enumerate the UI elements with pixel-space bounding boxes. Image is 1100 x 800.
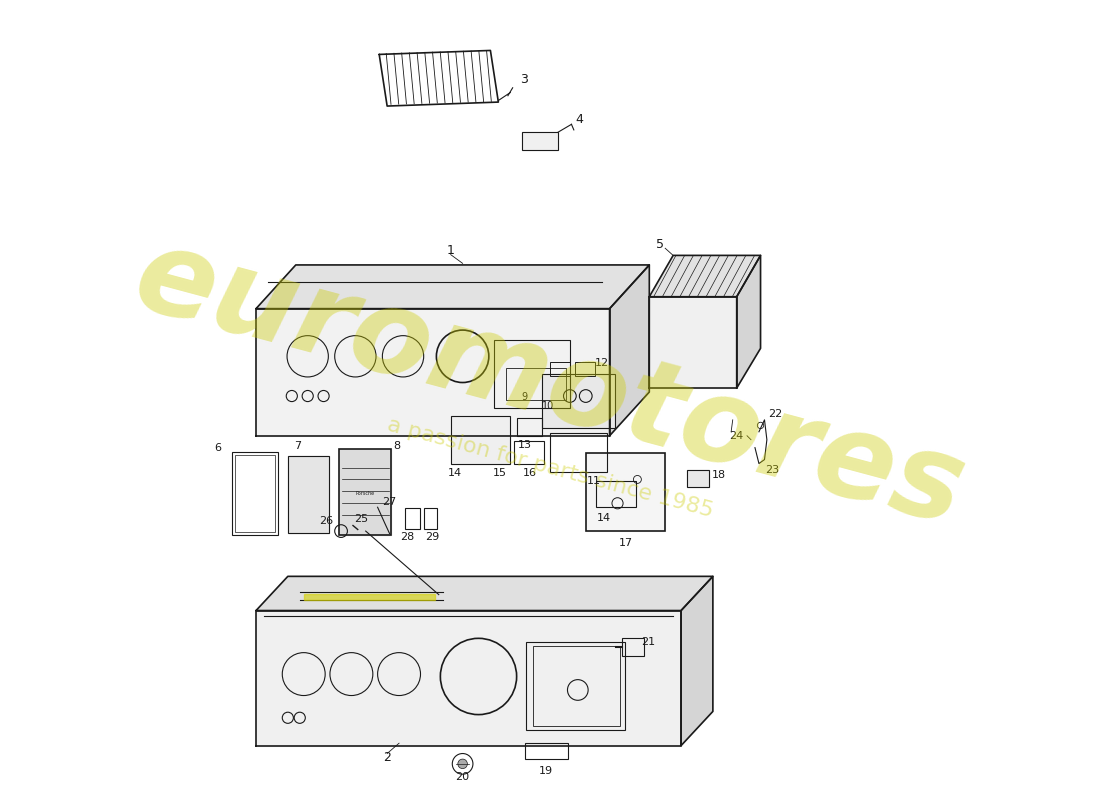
Text: 26: 26: [319, 516, 333, 526]
Text: 10: 10: [541, 401, 553, 410]
Bar: [575, 362, 595, 376]
Polygon shape: [379, 50, 498, 106]
Polygon shape: [256, 610, 681, 746]
Bar: [425, 508, 437, 529]
Text: 15: 15: [493, 468, 507, 478]
Text: 5: 5: [656, 238, 663, 250]
Text: 23: 23: [766, 465, 780, 475]
Text: 3: 3: [520, 74, 528, 86]
Bar: [517, 418, 542, 436]
Bar: [235, 455, 275, 532]
Polygon shape: [256, 265, 649, 309]
Bar: [686, 470, 708, 487]
Polygon shape: [686, 470, 708, 487]
Bar: [621, 638, 643, 656]
Text: 20: 20: [455, 771, 470, 782]
Polygon shape: [649, 297, 737, 388]
Text: 6: 6: [214, 442, 221, 453]
Bar: [550, 434, 607, 471]
Bar: [585, 454, 666, 531]
Text: a passion for parts since 1985: a passion for parts since 1985: [385, 414, 715, 521]
Bar: [596, 481, 636, 507]
Text: 13: 13: [518, 440, 531, 450]
Polygon shape: [256, 576, 713, 610]
Bar: [550, 362, 570, 376]
Polygon shape: [451, 416, 510, 463]
Polygon shape: [522, 132, 558, 150]
Text: 14: 14: [597, 513, 612, 522]
Text: 28: 28: [400, 532, 414, 542]
Bar: [232, 452, 278, 535]
Bar: [532, 646, 620, 726]
Bar: [525, 743, 569, 759]
Text: 4: 4: [575, 113, 583, 126]
Text: 7: 7: [294, 441, 301, 451]
Polygon shape: [585, 454, 666, 531]
Bar: [451, 416, 510, 463]
Bar: [494, 341, 570, 408]
Text: euromotores: euromotores: [123, 218, 977, 550]
Circle shape: [458, 759, 468, 769]
Text: 24: 24: [729, 430, 744, 441]
Text: 1: 1: [447, 244, 454, 257]
Bar: [515, 442, 544, 463]
Polygon shape: [609, 265, 649, 436]
Text: 9: 9: [521, 392, 528, 402]
Text: Porsche: Porsche: [355, 491, 374, 496]
Text: 21: 21: [641, 638, 656, 647]
Bar: [406, 508, 420, 529]
Polygon shape: [288, 456, 329, 533]
Text: 25: 25: [354, 514, 368, 524]
Polygon shape: [256, 309, 609, 436]
Polygon shape: [340, 450, 392, 535]
Text: 2: 2: [383, 751, 392, 764]
Bar: [288, 456, 329, 533]
Bar: [340, 450, 392, 535]
Polygon shape: [304, 594, 434, 600]
Text: 17: 17: [618, 538, 632, 548]
Text: 16: 16: [524, 468, 537, 478]
Text: 11: 11: [586, 476, 601, 486]
Bar: [522, 132, 558, 150]
Polygon shape: [649, 255, 760, 297]
Text: 12: 12: [595, 358, 608, 368]
Text: 29: 29: [426, 532, 440, 542]
Bar: [542, 374, 615, 428]
Polygon shape: [681, 576, 713, 746]
Text: 19: 19: [539, 766, 553, 776]
Bar: [526, 642, 626, 730]
Polygon shape: [542, 374, 615, 428]
Text: 27: 27: [383, 497, 397, 506]
Text: 8: 8: [393, 441, 400, 451]
Polygon shape: [737, 255, 760, 388]
Text: 22: 22: [768, 410, 782, 419]
Bar: [506, 368, 565, 400]
Text: 18: 18: [712, 470, 726, 481]
Text: 14: 14: [448, 468, 462, 478]
